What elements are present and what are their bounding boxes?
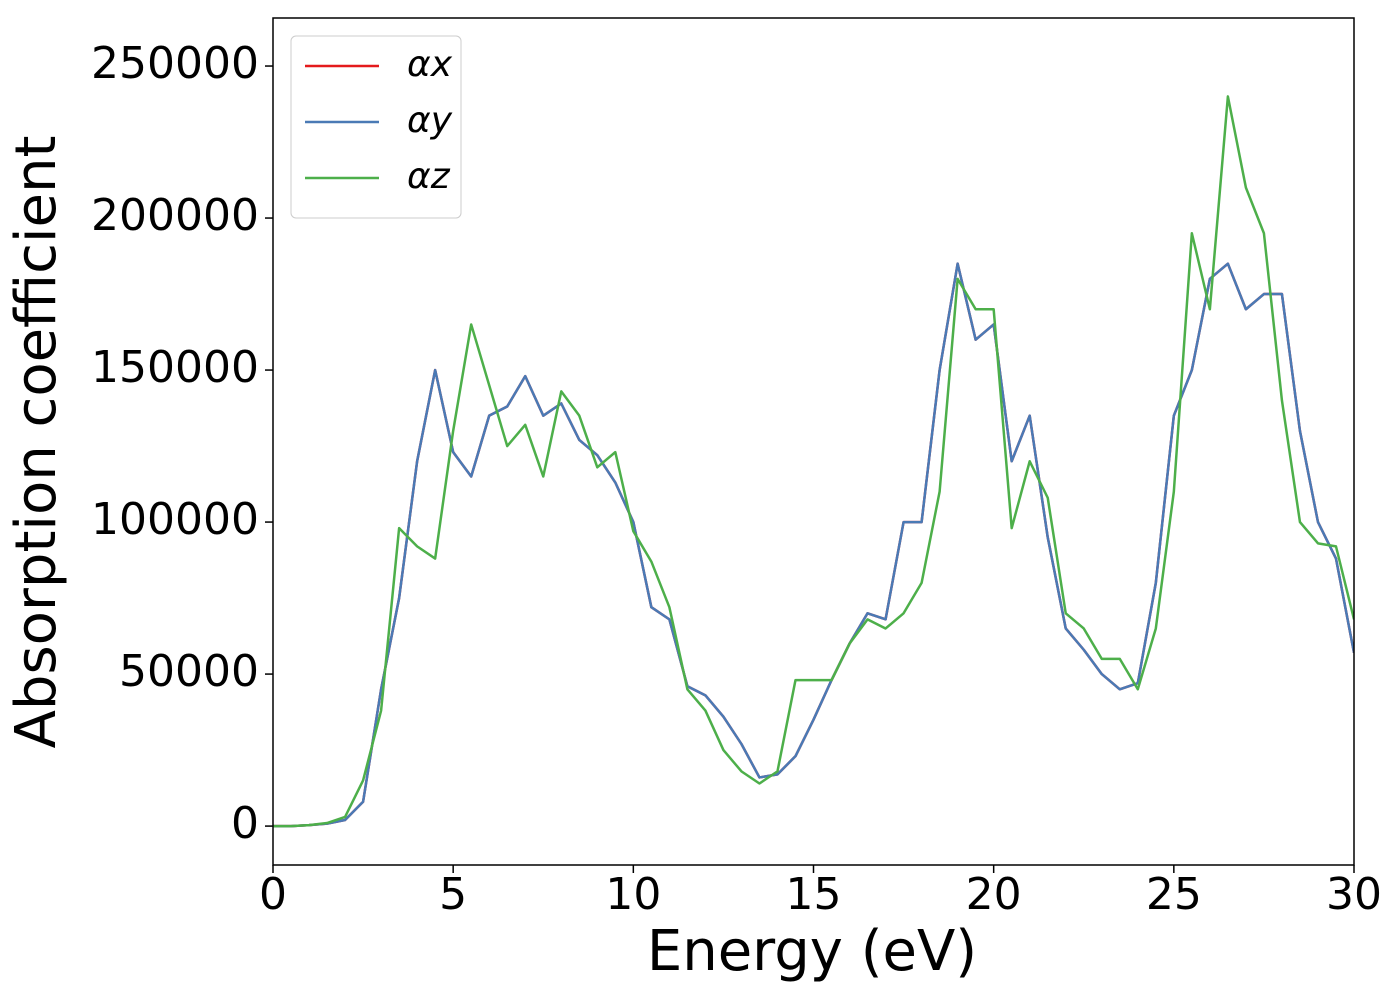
x-tick-label: 15	[786, 869, 842, 920]
y-axis-label: Absorption coefficient	[4, 136, 69, 749]
x-tick-label: 10	[605, 869, 661, 920]
legend-label: αx	[407, 44, 453, 85]
y-tick-label: 150000	[91, 342, 259, 393]
plot-frame	[272, 17, 1355, 866]
series-line	[273, 262, 1354, 828]
series-line	[273, 262, 1354, 828]
legend-box	[290, 35, 462, 219]
x-tick-label: 5	[439, 869, 467, 920]
x-tick-label: 0	[259, 869, 287, 920]
legend-label: αz	[407, 156, 451, 197]
y-tick-label: 0	[231, 798, 259, 849]
x-axis-label: Energy (eV)	[647, 919, 977, 984]
y-tick-label: 100000	[91, 494, 259, 545]
x-tick-label: 30	[1326, 869, 1382, 920]
series-line	[273, 95, 1354, 828]
y-tick-label: 250000	[91, 38, 259, 89]
x-tick-label: 20	[966, 869, 1022, 920]
legend-label: αy	[407, 100, 453, 141]
y-tick-label: 200000	[91, 190, 259, 241]
y-tick-label: 50000	[119, 646, 259, 697]
x-tick-label: 25	[1146, 869, 1202, 920]
